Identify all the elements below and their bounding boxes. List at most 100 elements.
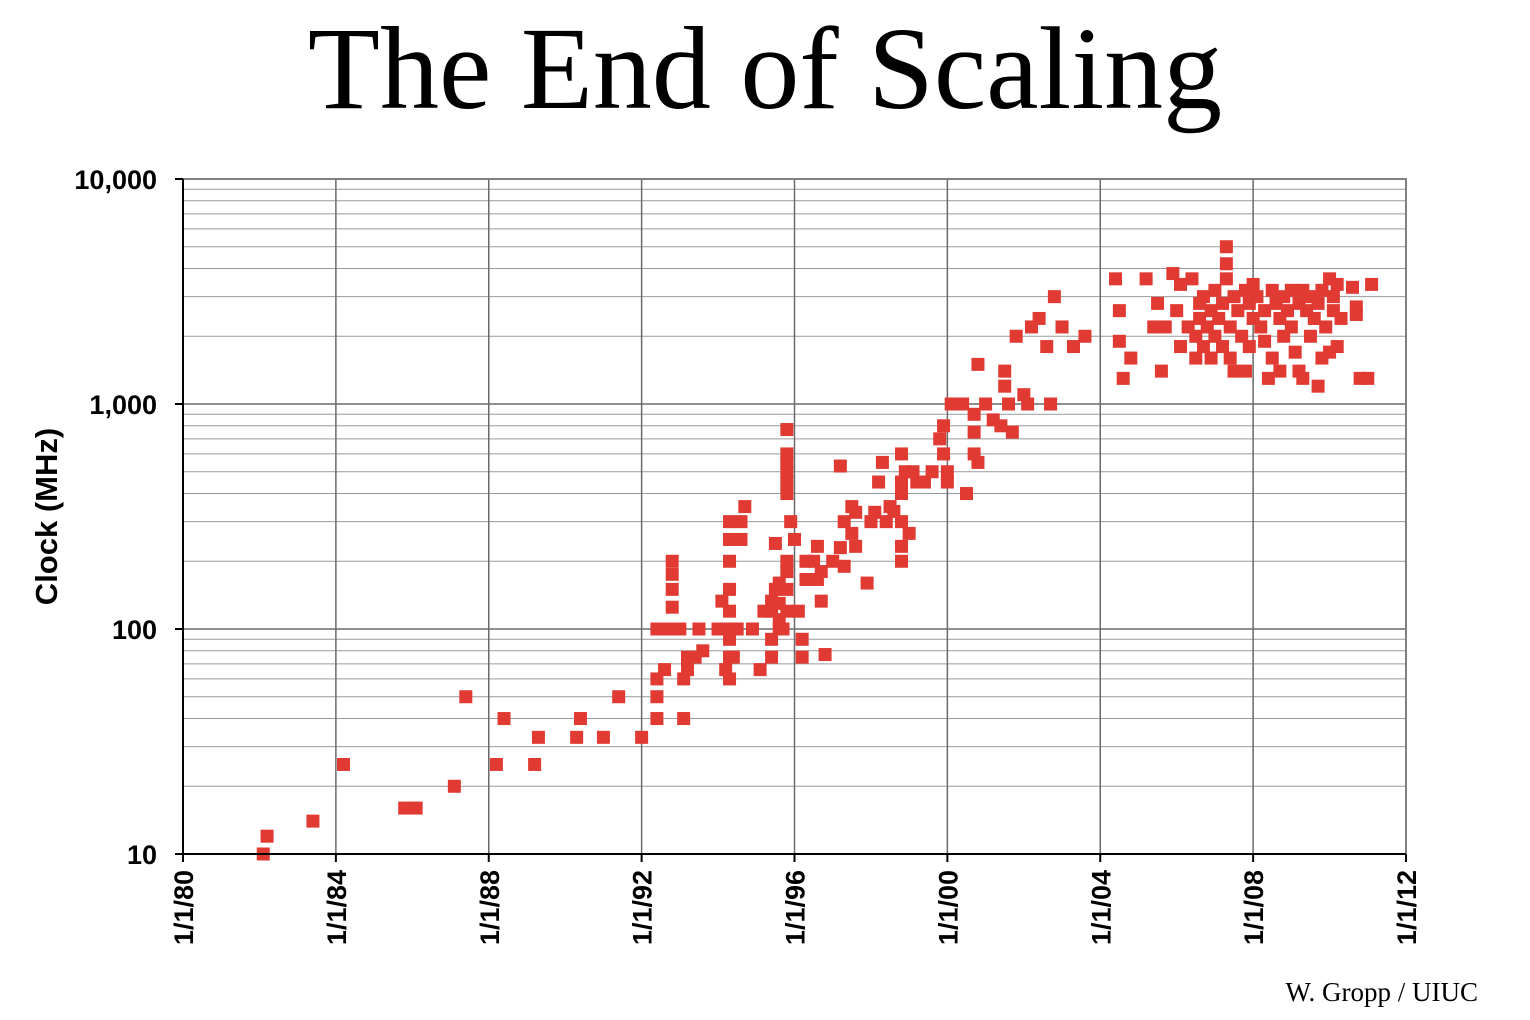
data-point — [1254, 320, 1268, 334]
data-point — [895, 554, 909, 568]
data-point — [814, 594, 828, 608]
data-point — [409, 801, 423, 815]
data-point — [1242, 340, 1256, 354]
x-tick-label: 1/1/04 — [1086, 870, 1116, 945]
data-point — [1288, 345, 1302, 359]
data-point — [711, 622, 725, 636]
data-point — [531, 730, 545, 744]
data-point — [875, 455, 889, 469]
data-point — [1158, 320, 1172, 334]
data-point — [398, 801, 412, 815]
data-point — [673, 622, 687, 636]
data-point — [967, 425, 981, 439]
data-point — [895, 447, 909, 461]
data-point — [1216, 340, 1230, 354]
data-point — [799, 572, 813, 586]
data-point — [765, 650, 779, 664]
y-axis-label: Clock (MHz) — [29, 428, 64, 605]
data-point — [723, 515, 737, 529]
data-point — [723, 604, 737, 618]
data-point — [868, 505, 882, 519]
data-point — [723, 582, 737, 596]
data-point — [895, 475, 909, 489]
data-point — [734, 532, 748, 546]
data-point — [959, 487, 973, 501]
data-point — [860, 576, 874, 590]
data-point — [1112, 334, 1126, 348]
data-point — [780, 487, 794, 501]
data-point — [833, 541, 847, 555]
data-point — [1139, 272, 1153, 286]
data-point — [696, 644, 710, 658]
data-point — [937, 447, 951, 461]
data-point — [723, 672, 737, 686]
data-point — [1265, 351, 1279, 365]
data-point — [1005, 425, 1019, 439]
y-tick-label: 100 — [112, 615, 157, 645]
data-point — [1002, 397, 1016, 411]
credit-text: W. Gropp / UIUC — [1285, 977, 1479, 1007]
data-point — [826, 554, 840, 568]
data-point — [570, 730, 584, 744]
data-point — [1078, 329, 1092, 343]
data-point — [994, 419, 1008, 433]
data-point — [734, 515, 748, 529]
data-point — [1223, 351, 1237, 365]
data-point — [723, 554, 737, 568]
data-point — [1174, 277, 1188, 291]
data-point — [1223, 320, 1237, 334]
data-point — [1166, 267, 1180, 281]
x-tick-label: 1/1/96 — [781, 870, 811, 945]
data-point — [1365, 277, 1379, 291]
data-point — [937, 419, 951, 433]
data-point — [1196, 340, 1210, 354]
data-point — [872, 475, 886, 489]
data-point — [723, 632, 737, 646]
y-tick-label: 10,000 — [74, 165, 157, 195]
data-point — [956, 397, 970, 411]
data-point — [745, 622, 759, 636]
data-point — [818, 648, 832, 662]
data-point — [447, 779, 461, 793]
data-point — [1208, 329, 1222, 343]
data-point — [1349, 300, 1363, 314]
data-point — [596, 730, 610, 744]
data-point — [895, 515, 909, 529]
data-point — [1235, 329, 1249, 343]
data-point — [833, 459, 847, 473]
data-point — [849, 505, 863, 519]
data-point — [1147, 320, 1161, 334]
data-point — [1116, 371, 1130, 385]
data-point — [814, 565, 828, 579]
data-point — [1154, 364, 1168, 378]
data-point — [650, 690, 664, 704]
y-tick-label: 1,000 — [89, 390, 157, 420]
data-point — [665, 567, 679, 581]
data-point — [738, 500, 752, 514]
data-point — [337, 757, 351, 771]
data-point — [650, 712, 664, 726]
data-point — [1032, 311, 1046, 325]
data-point — [1246, 277, 1260, 291]
x-tick-label: 1/1/88 — [475, 870, 505, 945]
data-point — [635, 730, 649, 744]
data-point — [1273, 364, 1287, 378]
data-point — [967, 407, 981, 421]
data-point — [1307, 311, 1321, 325]
data-point — [998, 364, 1012, 378]
data-point — [795, 650, 809, 664]
data-point — [1281, 304, 1295, 318]
data-point — [1124, 351, 1138, 365]
data-point — [1044, 397, 1058, 411]
data-point — [925, 465, 939, 479]
data-point — [1284, 320, 1298, 334]
data-point — [780, 423, 794, 437]
data-point — [1326, 290, 1340, 304]
data-point — [677, 712, 691, 726]
data-point — [837, 515, 851, 529]
data-point — [1219, 240, 1233, 254]
data-point — [1109, 272, 1123, 286]
data-point — [1196, 290, 1210, 304]
data-point — [306, 814, 320, 828]
data-point — [784, 515, 798, 529]
